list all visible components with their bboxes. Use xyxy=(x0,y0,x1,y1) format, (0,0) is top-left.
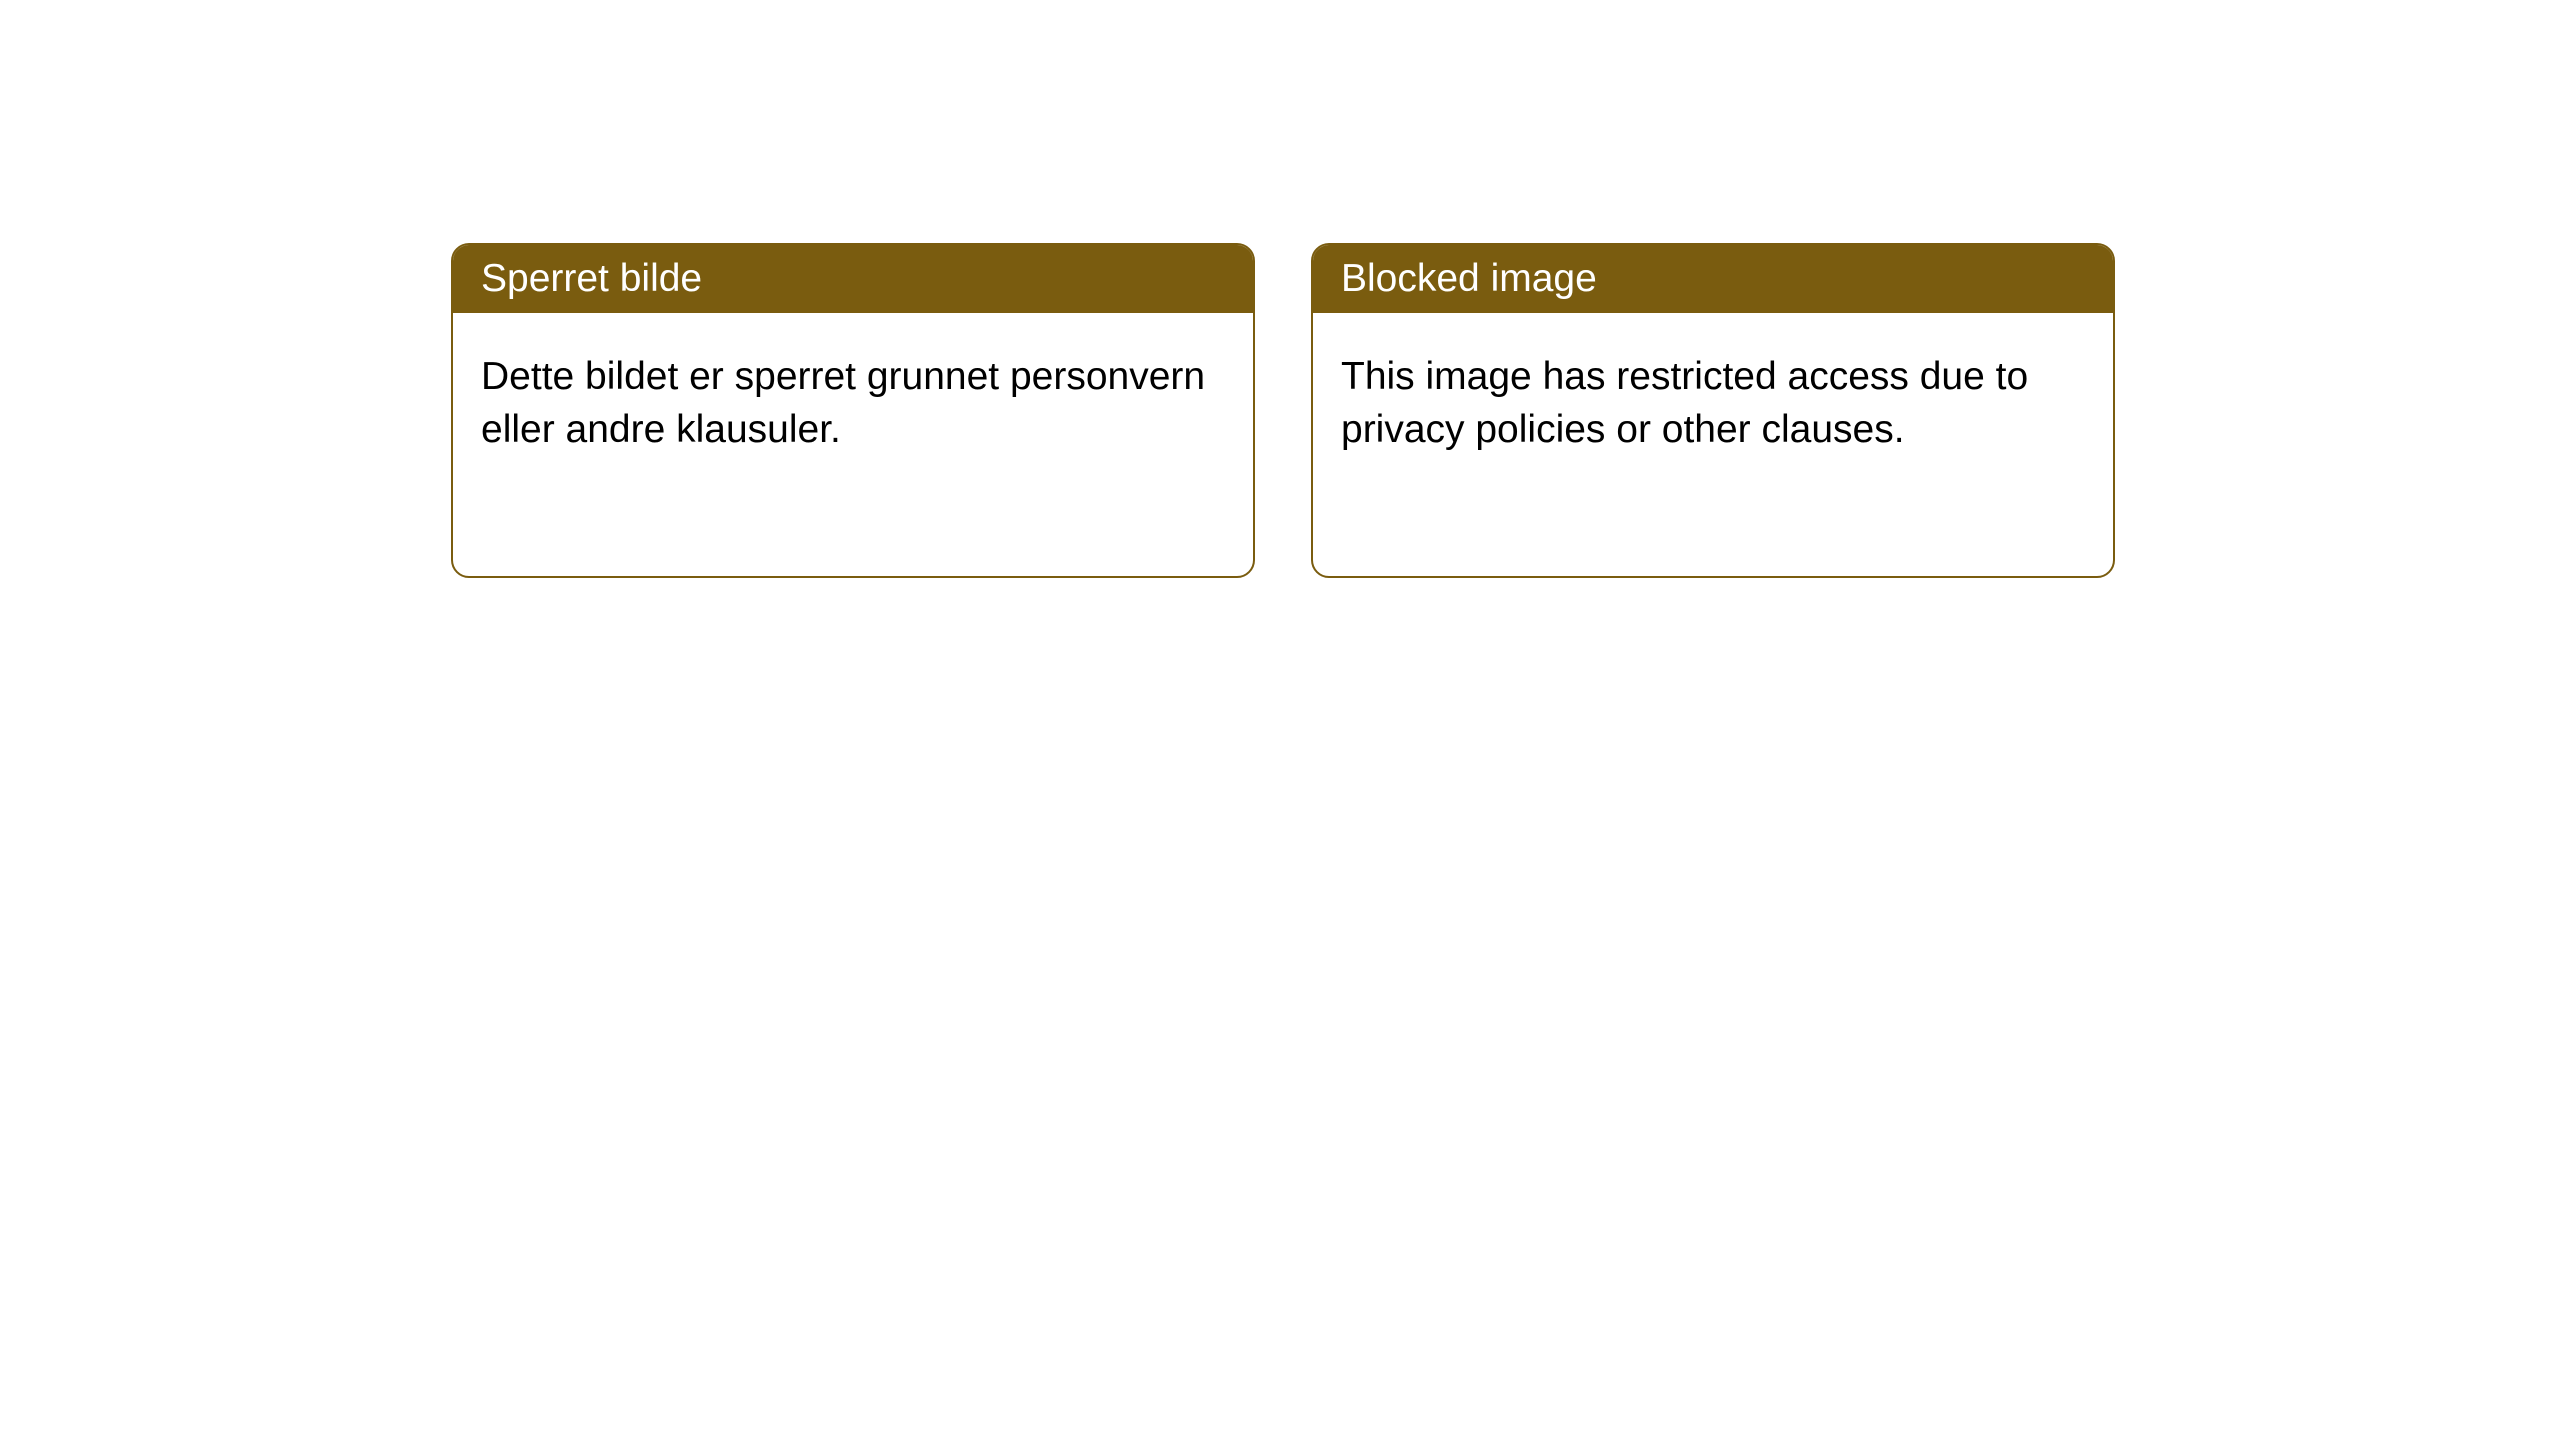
notice-message: Dette bildet er sperret grunnet personve… xyxy=(481,355,1205,451)
notice-message: This image has restricted access due to … xyxy=(1341,355,2028,451)
notice-title: Blocked image xyxy=(1341,257,1597,300)
notice-header: Blocked image xyxy=(1313,245,2113,313)
notice-body: This image has restricted access due to … xyxy=(1313,313,2113,494)
notice-card-norwegian: Sperret bilde Dette bildet er sperret gr… xyxy=(451,243,1255,578)
notice-title: Sperret bilde xyxy=(481,257,702,300)
notice-header: Sperret bilde xyxy=(453,245,1253,313)
notice-card-english: Blocked image This image has restricted … xyxy=(1311,243,2115,578)
notice-body: Dette bildet er sperret grunnet personve… xyxy=(453,313,1253,494)
notice-container: Sperret bilde Dette bildet er sperret gr… xyxy=(0,0,2560,578)
